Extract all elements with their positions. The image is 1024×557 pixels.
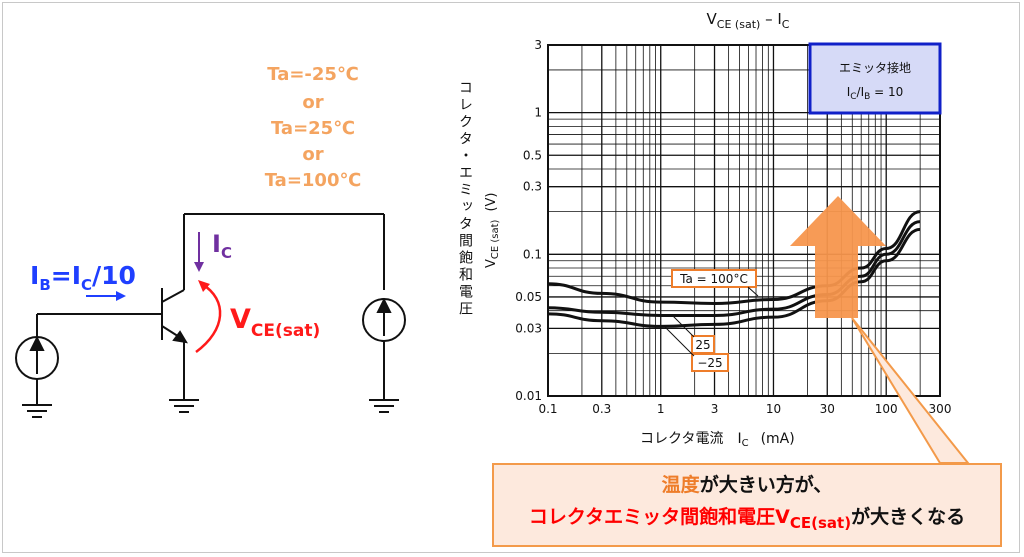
callout-vce-text: コレクタエミッタ間飽和電圧VCE(sat)	[528, 506, 852, 532]
x-tick-label: 10	[766, 402, 781, 416]
plot-area-border	[547, 44, 941, 397]
y-tick-label: 1	[534, 106, 542, 120]
series-lines	[547, 210, 921, 328]
svg-text:−25: −25	[697, 356, 722, 370]
chart: VCE (sat) – IC 0.01 0.03 0.05 0.1 0.3 0.5 1 3 0…	[457, 10, 951, 449]
legend-line2: IC/IB = 10	[847, 85, 904, 102]
callout-line2-rest: が大きくなる	[851, 506, 966, 528]
y-tick-label: 0.03	[515, 321, 542, 335]
y-axis-label: コレクタ・エミッタ間飽和電圧 VCE (sat)(V)	[457, 80, 501, 318]
y-tick-label: 3	[534, 38, 542, 52]
x-tick-label: 30	[820, 402, 835, 416]
x-tick-label: 300	[929, 402, 952, 416]
temp-or-2: or	[302, 144, 323, 165]
series-line-1	[547, 220, 921, 317]
callout-temperature: 温度	[661, 474, 700, 496]
x-tick-label: 0.3	[592, 402, 611, 416]
x-tick-label: 100	[875, 402, 898, 416]
ground-symbol-right	[369, 399, 399, 413]
chart-legend-box: エミッタ接地 IC/IB = 10	[808, 42, 942, 115]
y-tick-label: 0.01	[515, 389, 542, 403]
curve-label-m25: −25	[663, 325, 729, 372]
curve-label-100: Ta = 100°C	[671, 269, 759, 297]
x-tick-label: 0.1	[538, 402, 557, 416]
x-axis-label: コレクタ電流 IC (mA)	[640, 431, 795, 449]
x-tick-labels: 0.1 0.3 1 3 10 30 100 300	[538, 402, 951, 416]
ground-symbol-emitter	[169, 399, 199, 413]
y-axis-label-symbol: VCE (sat)(V)	[484, 193, 501, 269]
base-current-arrow	[86, 291, 126, 301]
y-tick-label: 0.05	[515, 290, 542, 304]
circuit	[15, 213, 406, 418]
temp-label-100: Ta=100℃	[265, 170, 362, 191]
temp-or-1: or	[302, 92, 323, 113]
transistor-symbol	[161, 288, 188, 344]
y-tick-label: 0.3	[523, 180, 542, 194]
svg-text:Ta = 100°C: Ta = 100°C	[679, 272, 748, 286]
increase-arrow	[790, 196, 886, 318]
curve-label-25: 25	[671, 314, 715, 354]
x-tick-label: 1	[657, 402, 665, 416]
vce-sat-label: VCE(sat)	[230, 304, 320, 341]
temp-label-m25: Ta=-25℃	[267, 64, 359, 85]
chart-title: VCE (sat) – IC	[707, 10, 790, 31]
y-tick-labels: 0.01 0.03 0.05 0.1 0.3 0.5 1 3	[515, 38, 542, 403]
ic-label: IC	[212, 230, 232, 262]
callout-line1-rest: が大きい方が、	[699, 474, 833, 496]
series-line-0	[547, 210, 921, 305]
callout-box: 温度が大きい方が、 コレクタエミッタ間飽和電圧VCE(sat)が大きくなる	[492, 463, 1002, 547]
series-line-2	[547, 227, 921, 328]
vce-curved-arrow	[195, 280, 222, 354]
collector-current-arrow	[194, 232, 204, 272]
y-tick-label: 0.5	[523, 148, 542, 162]
temp-label-25: Ta=25℃	[271, 118, 355, 139]
x-tick-label: 3	[711, 402, 719, 416]
y-tick-label: 0.1	[523, 247, 542, 261]
callout-line1: 温度が大きい方が、	[494, 473, 1000, 497]
callout-pointer	[851, 317, 971, 464]
svg-text:25: 25	[695, 338, 710, 352]
y-axis-label-jp: コレクタ・エミッタ間飽和電圧	[457, 80, 473, 318]
callout-line2: コレクタエミッタ間飽和電圧VCE(sat)が大きくなる	[494, 503, 1000, 537]
legend-line1: エミッタ接地	[839, 60, 911, 75]
ground-symbol-left	[22, 404, 52, 418]
ib-equation-label: IB=IC/10	[30, 261, 136, 294]
temperature-labels: Ta=-25℃ or Ta=25℃ or Ta=100℃	[265, 64, 362, 191]
